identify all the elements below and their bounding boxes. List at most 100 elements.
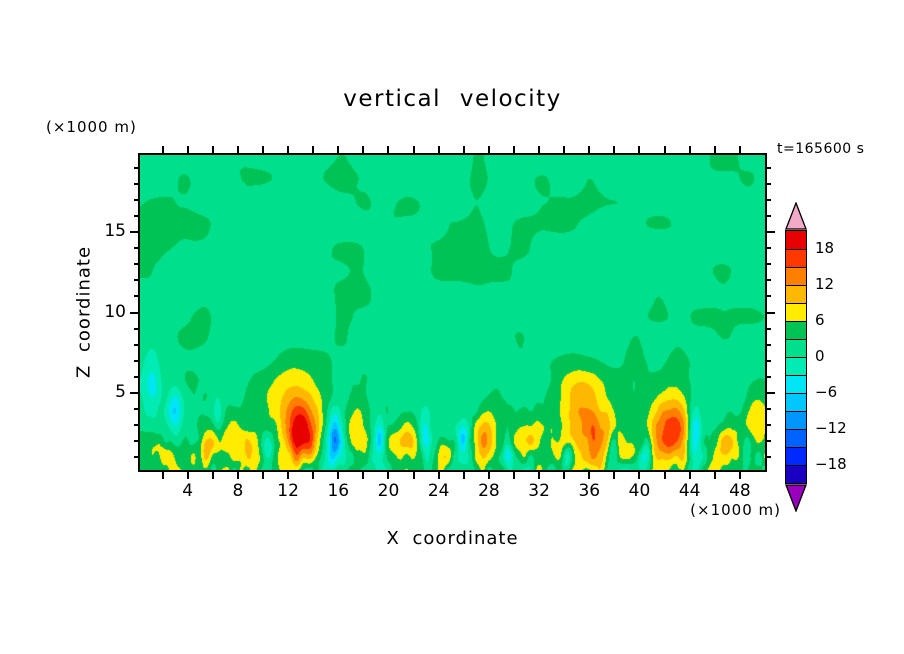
x-axis-top-tick (538, 146, 541, 153)
x-axis-top-tick (588, 146, 591, 153)
colorbar-band (786, 303, 806, 321)
colorbar-under-arrow (785, 484, 807, 512)
z-axis-left-tick (134, 279, 138, 282)
x-axis-bottom-tick (487, 472, 490, 479)
z-tick-label: 10 (104, 301, 126, 322)
x-axis-bottom-tick (362, 472, 365, 479)
x-axis-bottom-tick (663, 472, 666, 479)
x-tick-label: 12 (277, 481, 299, 501)
x-tick-label: 36 (578, 481, 601, 501)
z-axis-left-tick (134, 215, 138, 218)
z-axis-left-tick (134, 247, 138, 250)
x-axis-bottom-tick (713, 472, 716, 479)
x-tick-label: 24 (427, 481, 450, 501)
z-axis-left-tick (134, 456, 138, 459)
x-axis-bottom-tick (211, 472, 214, 479)
x-axis-bottom-tick (437, 472, 440, 479)
x-axis-top-tick (613, 146, 616, 153)
z-axis-right-tick (767, 440, 771, 443)
z-axis-left-tick (134, 327, 138, 330)
time-annotation: t=165600 s (777, 141, 865, 157)
colorbar-band (786, 375, 806, 393)
colorbar-band (786, 339, 806, 357)
x-tick-label: 16 (327, 481, 350, 501)
z-axis-right-tick (767, 359, 771, 362)
x-axis-top-tick (713, 146, 716, 153)
z-axis-right-tick (767, 327, 771, 330)
x-axis-top-tick (236, 146, 239, 153)
colorbar-band (786, 267, 806, 285)
x-tick-label: 48 (729, 481, 751, 501)
z-axis-left-tick (134, 424, 138, 426)
x-axis-top-tick (362, 146, 365, 153)
z-axis-right-tick (767, 343, 771, 346)
x-axis-top-tick (663, 146, 666, 153)
colorbar-tick-label: 12 (815, 275, 835, 293)
z-axis-right-tick (767, 456, 771, 459)
x-axis-top-tick (738, 146, 741, 153)
z-axis-unit-label: (×1000 m) (46, 118, 137, 136)
x-axis-top-tick (437, 146, 440, 153)
x-axis-bottom-tick (287, 472, 290, 479)
colorbar-tick-label: 6 (815, 311, 825, 329)
colorbar-band (786, 321, 806, 339)
x-axis-top-tick (638, 146, 641, 153)
colorbar-over-arrow-shape (785, 202, 807, 230)
z-axis-right-tick (767, 311, 775, 314)
z-axis-left-tick (134, 295, 138, 298)
x-axis-bottom-tick (538, 472, 541, 479)
x-axis-top-tick (287, 146, 290, 153)
z-tick-label: 15 (104, 221, 126, 242)
x-axis-bottom-tick (512, 472, 515, 479)
colorbar-tick-label: −18 (815, 455, 847, 473)
z-axis-right-tick (767, 166, 771, 169)
x-axis-bottom-tick (688, 472, 691, 479)
x-tick-label: 32 (528, 481, 550, 501)
x-axis-top-tick (512, 146, 515, 153)
z-axis-right-tick (767, 231, 775, 234)
x-axis-bottom-tick (337, 472, 340, 479)
x-axis-bottom-tick (387, 472, 390, 479)
x-axis-top-tick (211, 146, 214, 153)
colorbar-band (786, 465, 806, 483)
z-axis-left-tick (130, 311, 138, 314)
x-axis-unit-label: (×1000 m) (690, 501, 781, 519)
x-axis-bottom-tick (738, 472, 741, 479)
z-axis-right-tick (767, 215, 771, 218)
x-axis-bottom-tick (613, 472, 616, 479)
x-tick-label: 40 (628, 481, 651, 501)
chart-title: vertical velocity (343, 86, 562, 112)
x-axis-top-tick (563, 146, 566, 153)
x-axis-top-tick (312, 146, 315, 153)
colorbar-band (786, 249, 806, 267)
x-axis-top-tick (688, 146, 691, 153)
x-axis-bottom-tick (236, 472, 239, 479)
z-axis-right-tick (767, 295, 771, 298)
z-axis-right-tick (767, 247, 771, 250)
x-axis-bottom-tick (462, 472, 465, 479)
x-axis-bottom-tick (563, 472, 566, 479)
z-axis-left-tick (134, 407, 138, 410)
z-axis-left-tick (130, 391, 138, 394)
z-axis-right-tick (767, 263, 771, 266)
x-axis-bottom-tick (161, 472, 164, 479)
x-axis-bottom-tick (638, 472, 641, 479)
colorbar-band (786, 393, 806, 411)
z-axis-right-tick (767, 375, 771, 378)
x-axis-top-tick (487, 146, 490, 153)
z-axis-left-tick (134, 182, 138, 185)
z-axis-right-tick (767, 407, 771, 410)
colorbar-band (786, 447, 806, 465)
z-axis-left-tick (134, 359, 138, 362)
x-axis-top-tick (462, 146, 465, 153)
x-tick-label: 4 (182, 481, 194, 501)
z-axis-left-tick (134, 199, 138, 201)
colorbar-tick-label: −6 (815, 383, 838, 401)
z-axis-right-tick (767, 199, 771, 201)
x-axis-top-tick (412, 146, 415, 153)
colorbar-band (786, 357, 806, 375)
z-axis-left-tick (134, 263, 138, 266)
z-axis-left-tick (134, 440, 138, 443)
x-axis-top-tick (337, 146, 340, 153)
